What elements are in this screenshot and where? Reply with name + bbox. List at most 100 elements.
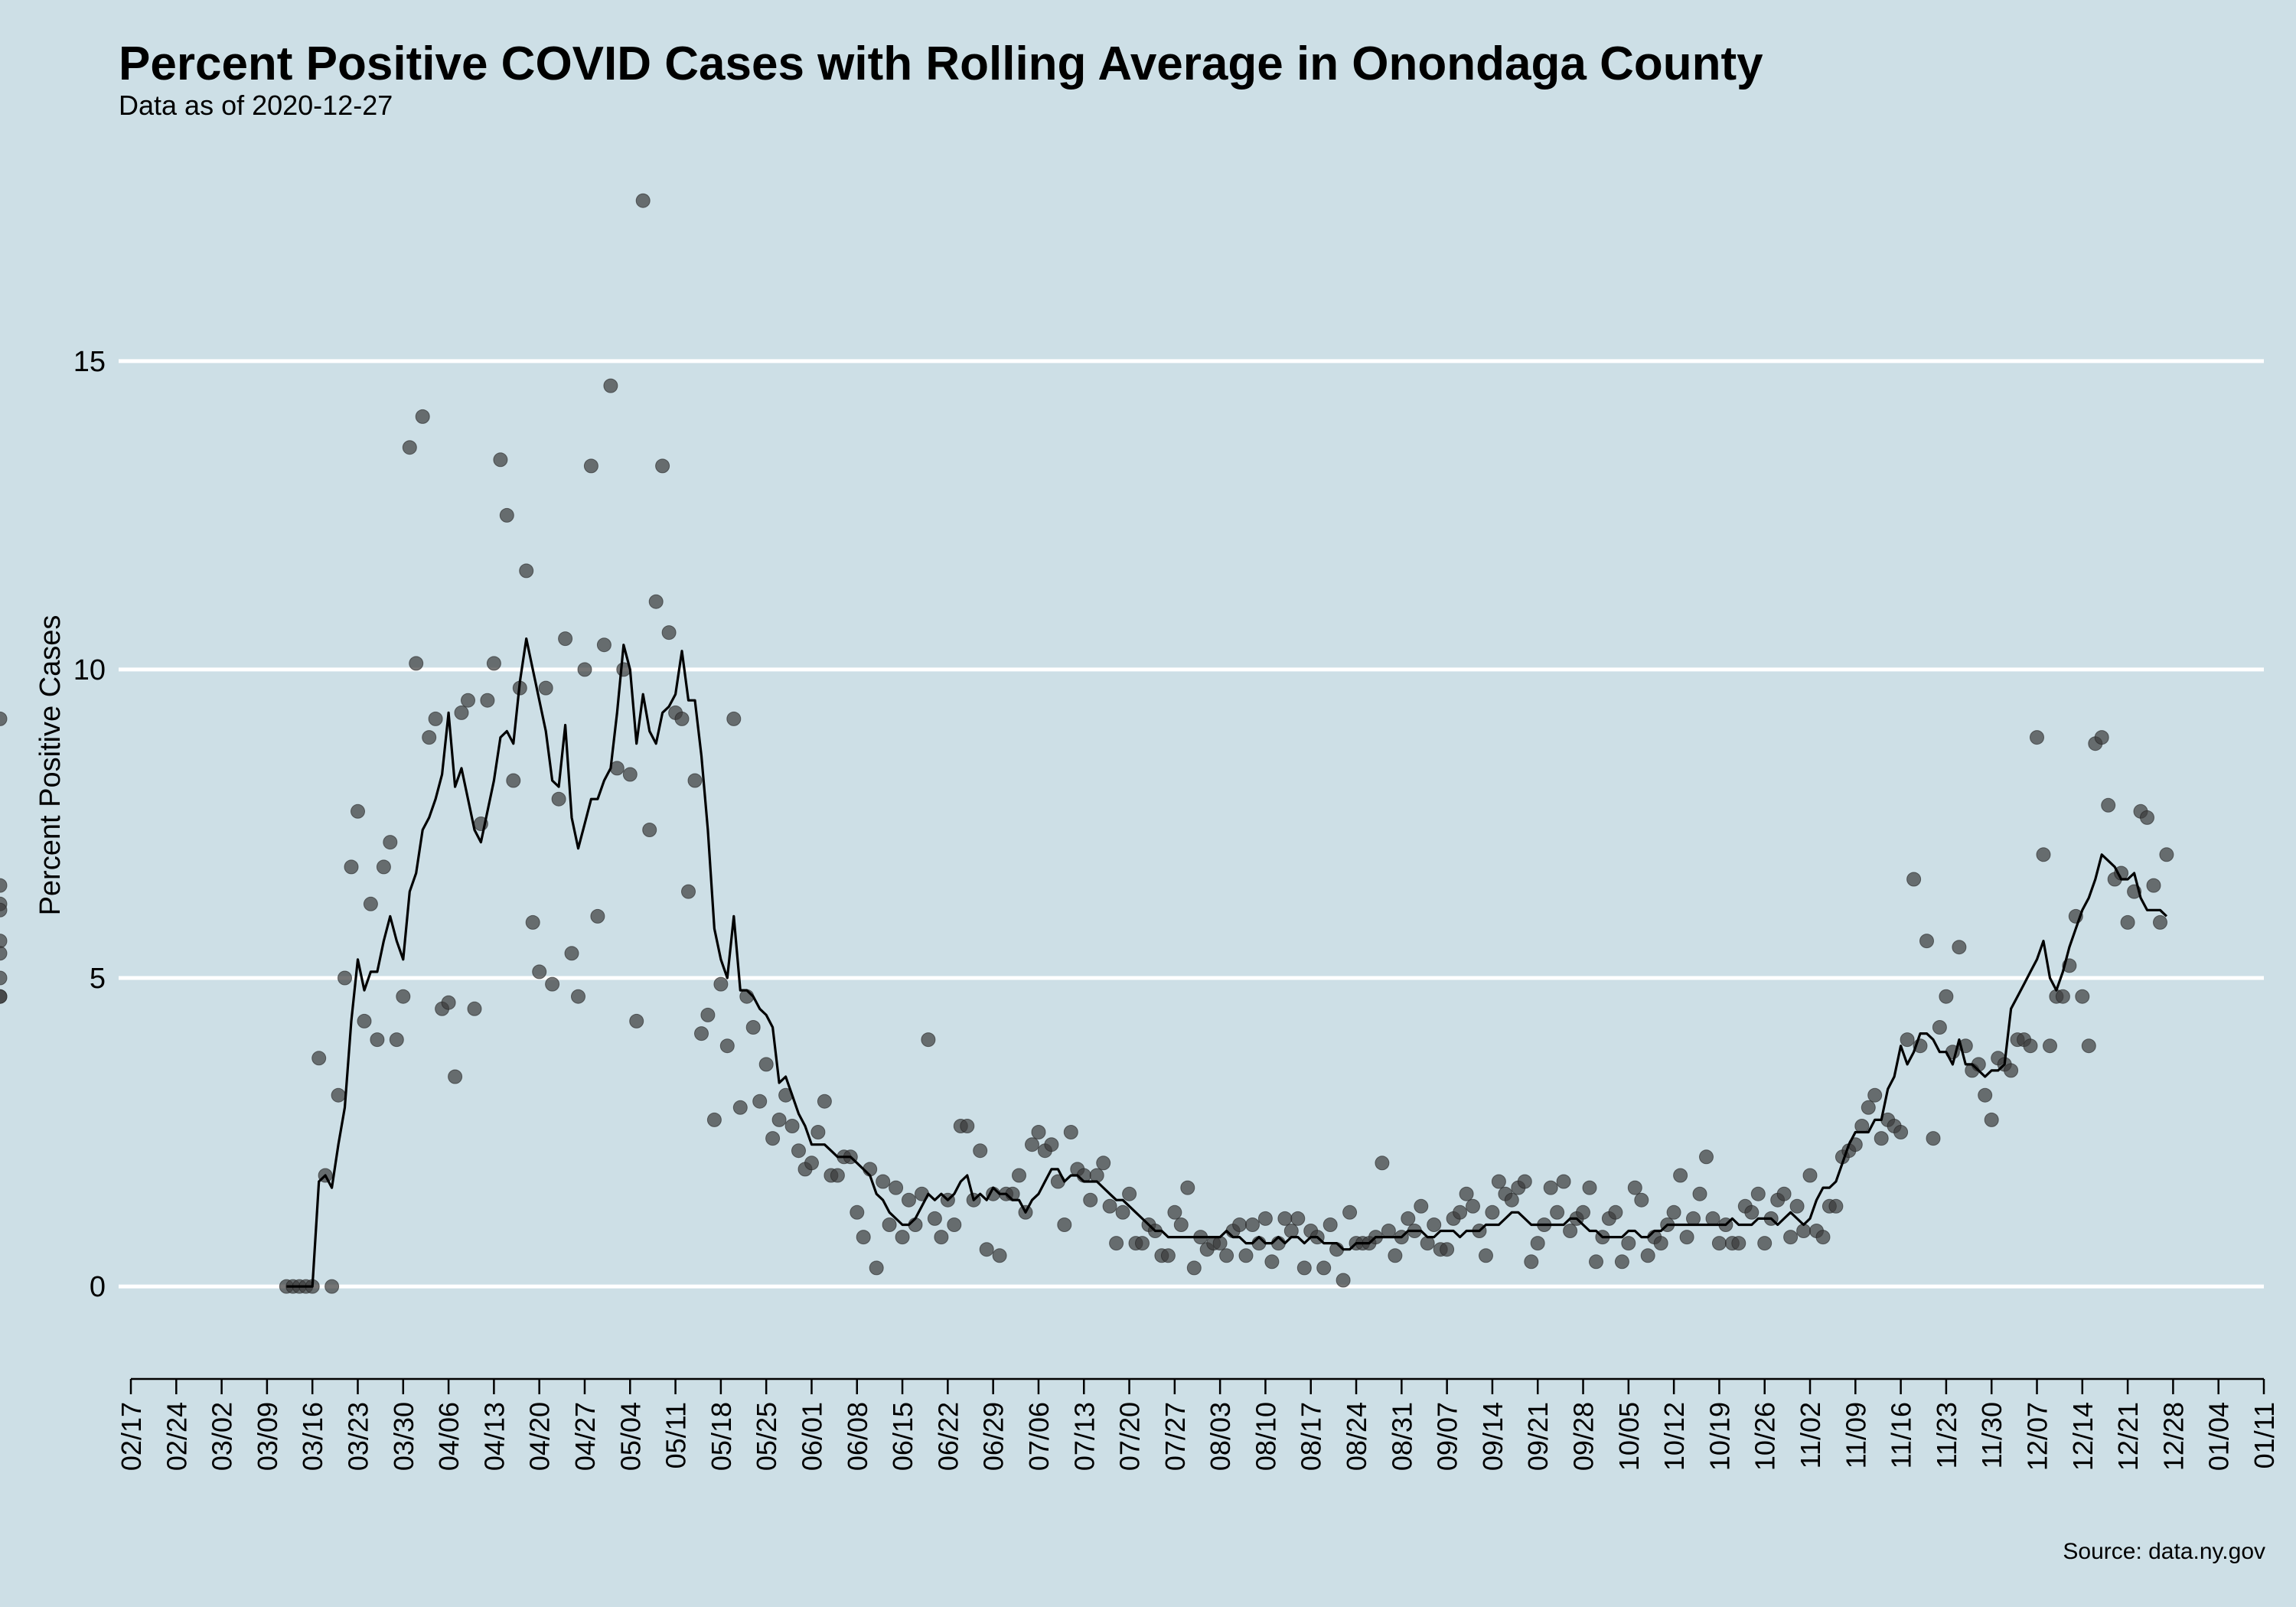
data-point xyxy=(921,1032,936,1048)
data-point xyxy=(363,896,378,911)
data-point xyxy=(1789,1198,1805,1214)
data-point xyxy=(344,859,359,875)
x-tick-label: 09/14 xyxy=(1477,1402,1508,1471)
data-point xyxy=(1699,1149,1714,1165)
data-point xyxy=(745,1020,761,1035)
y-tick-label: 5 xyxy=(90,963,106,995)
data-point xyxy=(979,1242,994,1257)
data-point xyxy=(629,1013,644,1028)
data-point xyxy=(1932,1020,1947,1035)
x-tick-label: 12/28 xyxy=(2157,1402,2189,1471)
data-point xyxy=(422,730,437,745)
data-point xyxy=(2055,989,2070,1004)
data-point xyxy=(817,1094,832,1109)
data-point xyxy=(1666,1204,1681,1220)
data-point xyxy=(2081,1038,2096,1054)
data-point xyxy=(1031,1125,1046,1139)
data-point xyxy=(1608,1204,1623,1220)
data-point xyxy=(1939,989,1954,1004)
data-point xyxy=(1627,1180,1642,1195)
data-point xyxy=(856,1230,871,1245)
x-tick-label: 06/01 xyxy=(796,1402,827,1471)
x-tick-label: 07/13 xyxy=(1068,1402,1100,1471)
x-tick-label: 07/06 xyxy=(1023,1402,1055,1471)
data-point xyxy=(1296,1260,1312,1276)
data-point xyxy=(1096,1156,1111,1171)
data-point xyxy=(934,1230,949,1245)
data-point xyxy=(2075,989,2090,1004)
data-point xyxy=(441,995,456,1010)
x-tick-label: 01/11 xyxy=(2249,1402,2280,1468)
data-point xyxy=(1186,1260,1202,1276)
data-point xyxy=(1705,1211,1720,1226)
data-point xyxy=(1485,1204,1500,1220)
x-tick-label: 04/20 xyxy=(524,1402,556,1471)
data-point xyxy=(486,656,501,671)
data-point xyxy=(325,1279,340,1294)
data-point xyxy=(810,1125,826,1139)
data-point xyxy=(1453,1204,1468,1220)
data-point xyxy=(0,878,8,893)
data-point xyxy=(590,908,605,924)
x-tick-label: 08/24 xyxy=(1341,1402,1372,1471)
data-point xyxy=(1640,1248,1655,1263)
data-point xyxy=(1796,1224,1812,1238)
data-point xyxy=(525,914,540,930)
data-point xyxy=(480,693,495,708)
data-point xyxy=(992,1248,1007,1263)
data-point xyxy=(1167,1204,1182,1220)
data-point xyxy=(655,458,670,474)
data-point xyxy=(1135,1236,1150,1251)
data-point xyxy=(784,1119,800,1133)
data-point xyxy=(895,1230,910,1245)
data-point xyxy=(960,1119,975,1133)
data-point xyxy=(571,989,585,1004)
data-point xyxy=(603,378,618,393)
data-point xyxy=(700,1007,716,1022)
data-point xyxy=(1440,1242,1455,1257)
data-point xyxy=(1401,1211,1416,1226)
x-tick-label: 10/19 xyxy=(1704,1402,1735,1471)
x-tick-label: 05/04 xyxy=(615,1402,646,1471)
data-point xyxy=(674,711,690,726)
x-tick-label: 12/14 xyxy=(2067,1402,2099,1471)
data-point xyxy=(1277,1211,1293,1226)
data-point xyxy=(902,1192,916,1208)
y-tick-label: 10 xyxy=(73,654,106,686)
x-tick-label: 06/29 xyxy=(978,1402,1009,1471)
data-point xyxy=(1614,1254,1629,1270)
data-point xyxy=(1874,1131,1889,1146)
data-point xyxy=(545,976,560,992)
data-point xyxy=(1322,1217,1338,1232)
data-point xyxy=(1582,1180,1597,1195)
data-point xyxy=(2140,810,2154,825)
x-tick-label: 08/31 xyxy=(1386,1402,1417,1471)
data-point xyxy=(1283,1224,1299,1238)
x-tick-label: 10/12 xyxy=(1658,1402,1690,1471)
data-point xyxy=(752,1094,768,1109)
data-point xyxy=(370,1032,385,1048)
data-point xyxy=(2030,730,2044,745)
data-point xyxy=(506,773,521,788)
data-point xyxy=(2023,1038,2038,1054)
data-point xyxy=(467,1001,482,1016)
data-point xyxy=(383,835,398,850)
x-tick-label: 02/24 xyxy=(161,1402,192,1471)
data-point xyxy=(726,711,742,726)
y-tick-label: 0 xyxy=(90,1271,106,1303)
data-point xyxy=(713,976,729,992)
data-point xyxy=(0,711,8,726)
data-point xyxy=(771,1112,787,1127)
data-point xyxy=(1388,1248,1403,1263)
data-point xyxy=(694,1026,709,1041)
data-point xyxy=(1861,1100,1876,1115)
data-point xyxy=(1245,1217,1260,1232)
y-axis-label: Percent Positive Cases xyxy=(34,615,67,916)
data-point xyxy=(1491,1174,1506,1189)
data-point xyxy=(1867,1087,1883,1103)
data-point xyxy=(1109,1236,1124,1251)
data-point xyxy=(2146,878,2161,893)
data-point xyxy=(596,637,612,653)
